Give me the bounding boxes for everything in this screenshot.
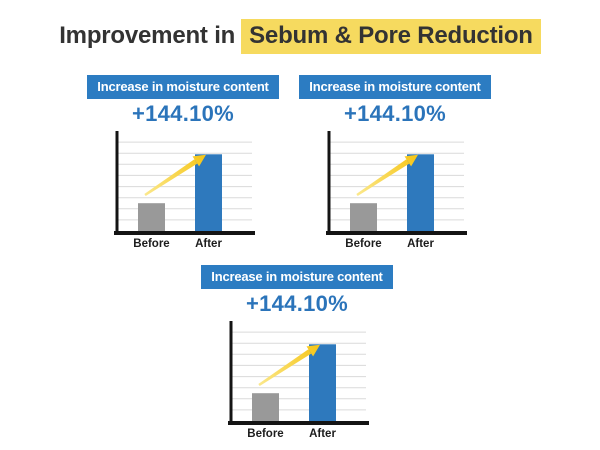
percent-value: +144.10%: [245, 291, 349, 316]
after-label: After: [309, 428, 336, 440]
before-bar: [252, 393, 279, 421]
page-title-highlight: Sebum & Pore Reduction: [241, 19, 541, 54]
before-label: Before: [345, 238, 381, 250]
after-bar: [407, 154, 434, 231]
before-bar: [350, 203, 377, 231]
metric-badge: Increase in moisture content: [299, 75, 491, 99]
gridlines: [117, 141, 252, 221]
after-label: After: [407, 238, 434, 250]
bar-chart: Before After: [228, 321, 369, 440]
after-label: After: [195, 238, 222, 250]
gridlines: [329, 141, 464, 221]
page-title: Improvement in Sebum & Pore Reduction: [0, 19, 600, 54]
metric-panel-3: Increase in moisture content +144.10% Be…: [201, 265, 393, 443]
percent-value: +144.10%: [131, 101, 235, 126]
after-bar: [195, 154, 222, 231]
before-bar: [138, 203, 165, 231]
gridlines: [231, 331, 366, 411]
increase-arrow-icon: [144, 154, 206, 196]
before-label: Before: [133, 238, 169, 250]
metric-badge: Increase in moisture content: [87, 75, 279, 99]
metric-badge: Increase in moisture content: [201, 265, 393, 289]
percent-value: +144.10%: [343, 101, 447, 126]
after-bar: [309, 344, 336, 421]
metric-panel-2: Increase in moisture content +144.10% Be…: [299, 75, 491, 253]
increase-arrow-icon: [356, 154, 418, 196]
bar-chart: Before After: [114, 131, 255, 250]
bar-chart: Before After: [326, 131, 467, 250]
page-title-prefix: Improvement in: [59, 22, 236, 49]
before-label: Before: [247, 428, 283, 440]
metric-panel-1: Increase in moisture content +144.10% Be…: [87, 75, 279, 253]
increase-arrow-icon: [258, 344, 320, 386]
